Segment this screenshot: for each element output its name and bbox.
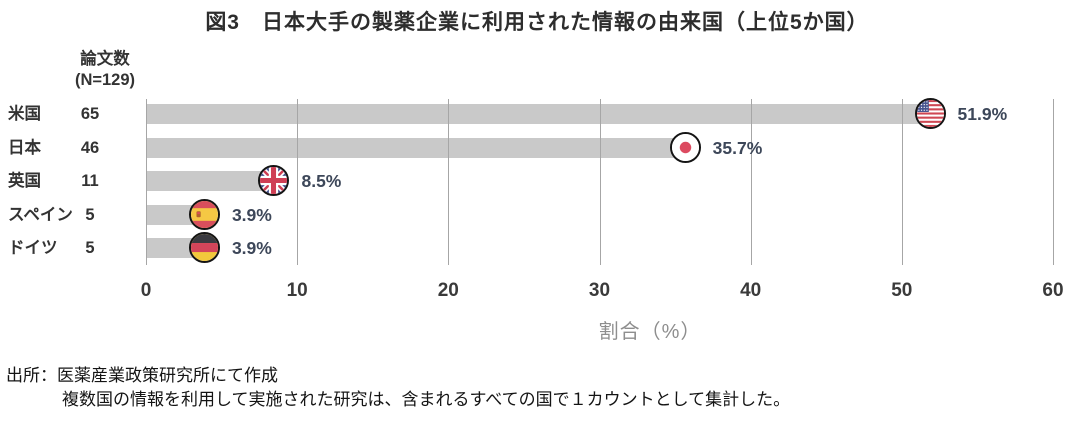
source-line: 出所：医薬産業政策研究所にて作成	[6, 366, 278, 385]
spain-flag-icon	[188, 198, 220, 230]
pct-label-0: 51.9%	[957, 104, 1008, 124]
pct-label-3: 3.9%	[231, 204, 272, 225]
gridline-0	[146, 99, 147, 265]
x-tick-60: 60	[1042, 280, 1064, 301]
uk-flag-icon	[258, 165, 290, 196]
source-note: 出所：医薬産業政策研究所にて作成 複数国の情報を利用して実施された研究は、含まれ…	[6, 364, 1066, 412]
us-flag-icon	[914, 98, 946, 129]
x-tick-50: 50	[891, 280, 913, 301]
chart-title: 図3 日本大手の製薬企業に利用された情報の由来国（上位5か国）	[205, 11, 869, 34]
row-label-2: 英国	[8, 172, 41, 190]
paper-count-header-label: 論文数	[80, 50, 130, 68]
paper-count-0: 65	[80, 105, 100, 123]
bar-1	[146, 137, 686, 158]
gridline-40	[750, 99, 752, 265]
x-tick-30: 30	[588, 280, 611, 301]
paper-count-column-header: 論文数 (N=129)	[35, 49, 175, 91]
paper-count-header-n: (N=129)	[74, 71, 136, 89]
gridline-50	[901, 99, 903, 265]
x-axis-label: 割合（%）	[598, 321, 702, 343]
paper-count-2: 11	[81, 172, 99, 190]
x-tick-20: 20	[437, 280, 459, 301]
gridline-20	[448, 99, 450, 265]
row-label-1: 日本	[8, 138, 41, 157]
x-tick-10: 10	[286, 280, 308, 301]
paper-count-3: 5	[85, 205, 95, 224]
row-label-0: 米国	[8, 105, 41, 123]
pct-label-4: 3.9%	[231, 238, 272, 258]
germany-flag-icon	[188, 232, 220, 263]
gridline-60	[1053, 99, 1054, 265]
x-tick-0: 0	[140, 280, 152, 301]
bar-0	[146, 104, 931, 124]
row-label-3: スペイン	[8, 205, 73, 224]
paper-count-1: 46	[80, 138, 100, 157]
row-label-4: ドイツ	[8, 239, 58, 257]
x-tick-40: 40	[740, 280, 762, 301]
pct-label-2: 8.5%	[301, 171, 342, 191]
japan-flag-icon	[669, 131, 701, 163]
pct-label-1: 35.7%	[712, 137, 763, 158]
paper-count-4: 5	[85, 239, 95, 257]
gridline-10	[297, 99, 299, 265]
bar-2	[146, 171, 275, 191]
method-note-line: 複数国の情報を利用して実施された研究は、含まれるすべての国で１カウントとして集計…	[62, 390, 791, 409]
gridline-30	[599, 99, 601, 265]
